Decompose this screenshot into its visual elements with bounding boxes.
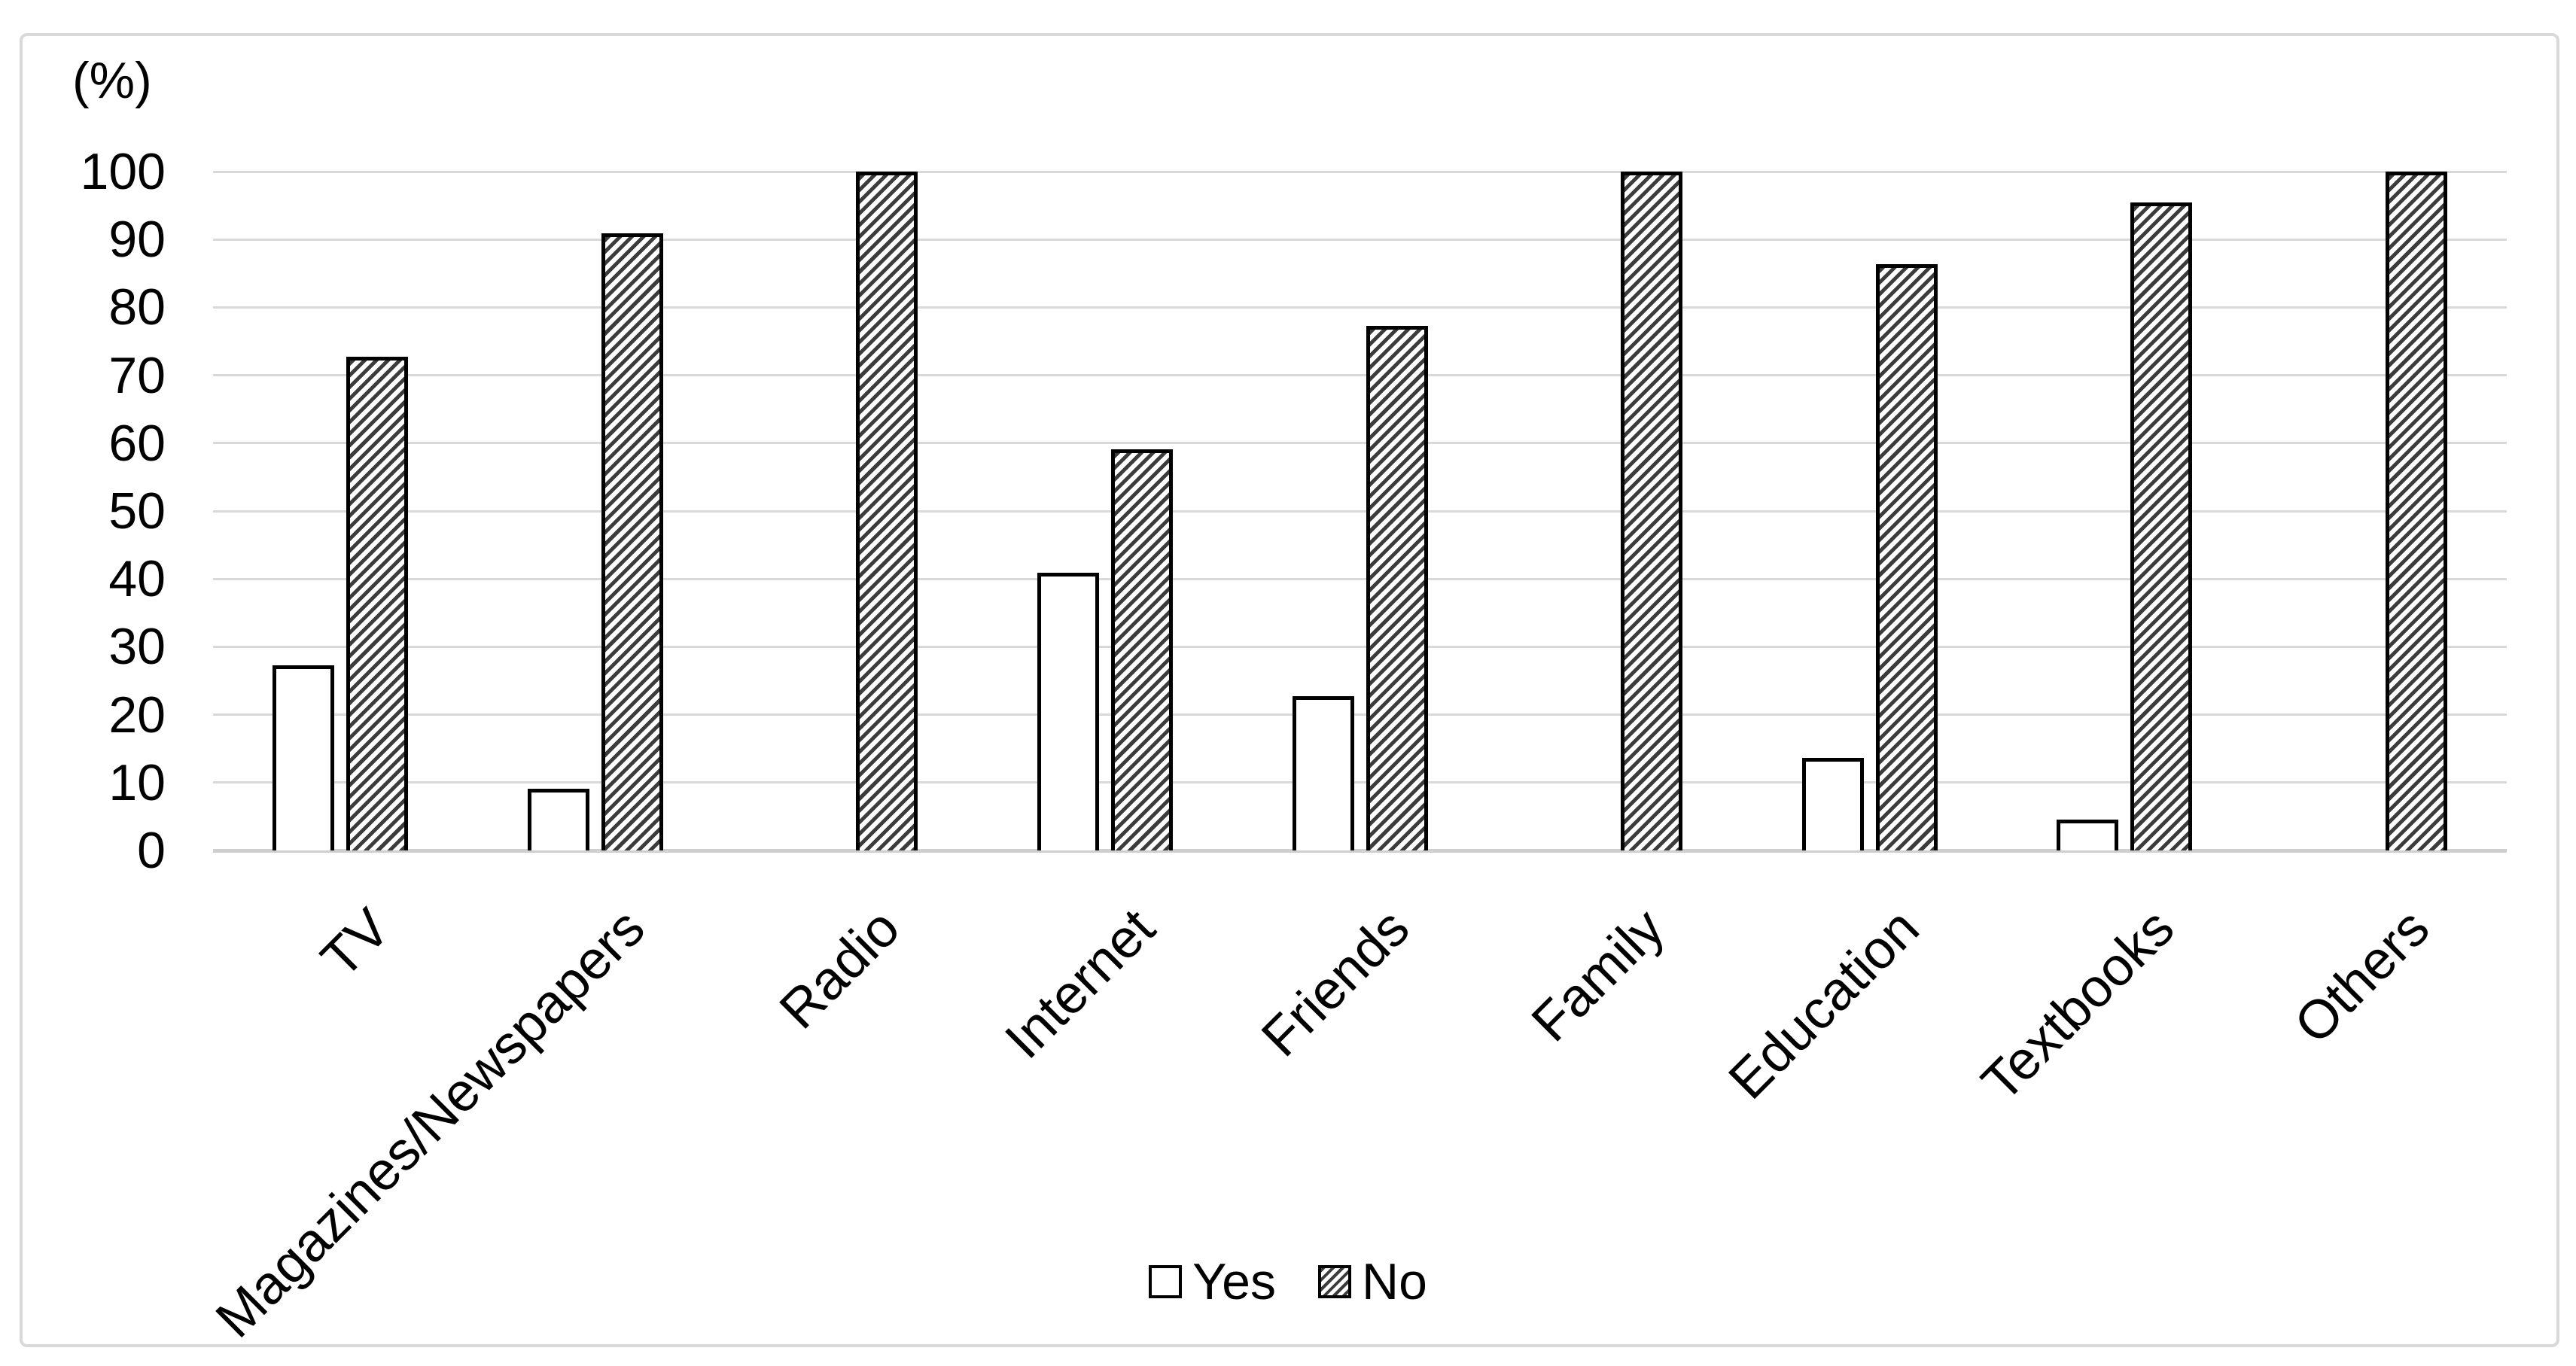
- chart-frame-border: [20, 33, 2559, 1347]
- category-group-tv: [213, 172, 468, 850]
- bar-radio-no: [856, 172, 918, 850]
- y-tick-label-100: 100: [80, 143, 166, 200]
- category-group-internet: [978, 172, 1233, 850]
- y-tick-label-90: 90: [108, 211, 166, 269]
- y-tick-label-80: 80: [108, 278, 166, 336]
- category-group-others: [2252, 172, 2507, 850]
- bar-internet-yes: [1037, 573, 1099, 850]
- bar-family-no: [1621, 172, 1683, 850]
- gridline-80: [213, 306, 2507, 309]
- legend-marker-no-icon: [1318, 1265, 1351, 1298]
- legend-label-yes: Yes: [1192, 1253, 1276, 1310]
- y-tick-label-60: 60: [108, 414, 166, 472]
- y-tick-label-70: 70: [108, 346, 166, 404]
- plot-area: [213, 170, 2507, 853]
- legend-entry-no: No: [1318, 1252, 1427, 1311]
- bar-textbooks-no: [2130, 202, 2193, 850]
- bar-slot-family-no: [1621, 172, 1683, 850]
- bar-friends-no: [1366, 325, 1428, 850]
- x-axis-line: [213, 848, 2507, 853]
- bar-slot-radio-yes: [782, 172, 844, 850]
- bar-friends-yes: [1292, 696, 1354, 850]
- y-axis-tick-labels: 0 10 20 30 40 50 60 70 80 90 100: [0, 146, 166, 876]
- legend: Yes No: [0, 1252, 2576, 1311]
- bar-magazines-newspapers-yes: [527, 788, 589, 850]
- category-group-magazines-newspapers: [468, 172, 723, 850]
- y-tick-label-20: 20: [108, 686, 166, 744]
- bar-slot-magazines-newspapers-no: [601, 172, 663, 850]
- bar-internet-no: [1110, 449, 1173, 850]
- legend-entry-yes: Yes: [1149, 1252, 1276, 1311]
- bar-textbooks-yes: [2057, 820, 2119, 850]
- bar-education-no: [1875, 263, 1938, 850]
- bar-slot-education-no: [1875, 172, 1938, 850]
- bar-slot-friends-no: [1366, 172, 1428, 850]
- gridline-70: [213, 374, 2507, 377]
- bar-slot-others-yes: [2312, 172, 2374, 850]
- gridline-40: [213, 577, 2507, 580]
- bar-slot-tv-yes: [273, 172, 335, 850]
- gridlines-layer: [213, 170, 2507, 853]
- gridline-20: [213, 713, 2507, 716]
- gridline-100: [213, 170, 2507, 173]
- y-tick-label-30: 30: [108, 618, 166, 676]
- bar-slot-others-no: [2385, 172, 2447, 850]
- y-tick-label-0: 0: [137, 822, 166, 879]
- bar-others-no: [2385, 172, 2447, 850]
- bar-slot-friends-yes: [1292, 172, 1354, 850]
- gridline-10: [213, 781, 2507, 784]
- bar-slot-tv-no: [346, 172, 409, 850]
- y-tick-label-40: 40: [108, 550, 166, 608]
- bar-slot-internet-no: [1110, 172, 1173, 850]
- gridline-90: [213, 238, 2507, 241]
- legend-marker-yes-icon: [1149, 1265, 1183, 1298]
- gridline-60: [213, 442, 2507, 445]
- bar-tv-yes: [273, 665, 335, 850]
- category-group-textbooks: [1997, 172, 2252, 850]
- bar-slot-textbooks-yes: [2057, 172, 2119, 850]
- gridline-50: [213, 510, 2507, 513]
- bars-layer: [213, 172, 2507, 850]
- bar-slot-education-yes: [1801, 172, 1864, 850]
- legend-label-no: No: [1362, 1253, 1427, 1310]
- bar-slot-family-yes: [1547, 172, 1609, 850]
- bar-slot-textbooks-no: [2130, 172, 2193, 850]
- bar-slot-internet-yes: [1037, 172, 1099, 850]
- bar-education-yes: [1801, 758, 1864, 850]
- bar-magazines-newspapers-no: [601, 233, 663, 850]
- bar-tv-no: [346, 357, 409, 850]
- bar-slot-radio-no: [856, 172, 918, 850]
- category-group-education: [1742, 172, 1997, 850]
- y-tick-label-50: 50: [108, 482, 166, 540]
- y-axis-unit-label: (%): [72, 52, 152, 109]
- y-tick-label-10: 10: [108, 753, 166, 811]
- bar-slot-magazines-newspapers-yes: [527, 172, 589, 850]
- category-group-friends: [1232, 172, 1487, 850]
- category-group-family: [1487, 172, 1743, 850]
- gridline-30: [213, 645, 2507, 648]
- category-group-radio: [723, 172, 978, 850]
